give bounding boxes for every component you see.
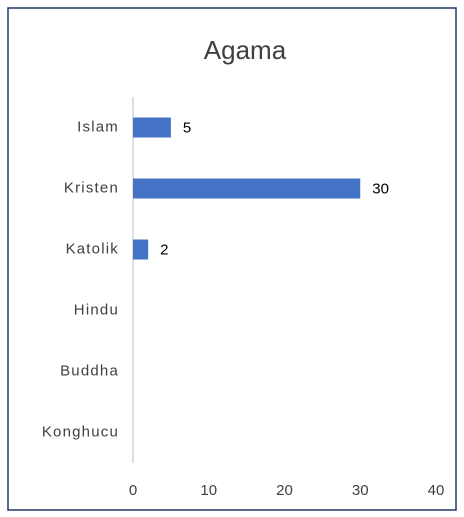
x-tick-label: 10 [200,482,217,499]
x-tick-label: 0 [129,482,137,499]
chart-border [7,7,457,511]
y-tick-label: Katolik [66,240,119,257]
data-label: 30 [372,180,389,197]
y-tick-label: Kristen [64,179,119,196]
bar [133,117,171,138]
bar [133,178,361,199]
y-tick-label: Buddha [60,362,119,379]
data-label: 5 [183,119,191,136]
bar [133,239,149,260]
y-tick-label: Islam [77,118,119,135]
chart-title: Agama [204,35,287,65]
x-tick-label: 40 [428,482,445,499]
x-tick-label: 20 [276,482,293,499]
y-tick-label: Hindu [74,301,119,318]
data-label: 2 [160,241,168,258]
x-tick-label: 30 [352,482,369,499]
y-tick-label: Konghucu [42,423,119,440]
